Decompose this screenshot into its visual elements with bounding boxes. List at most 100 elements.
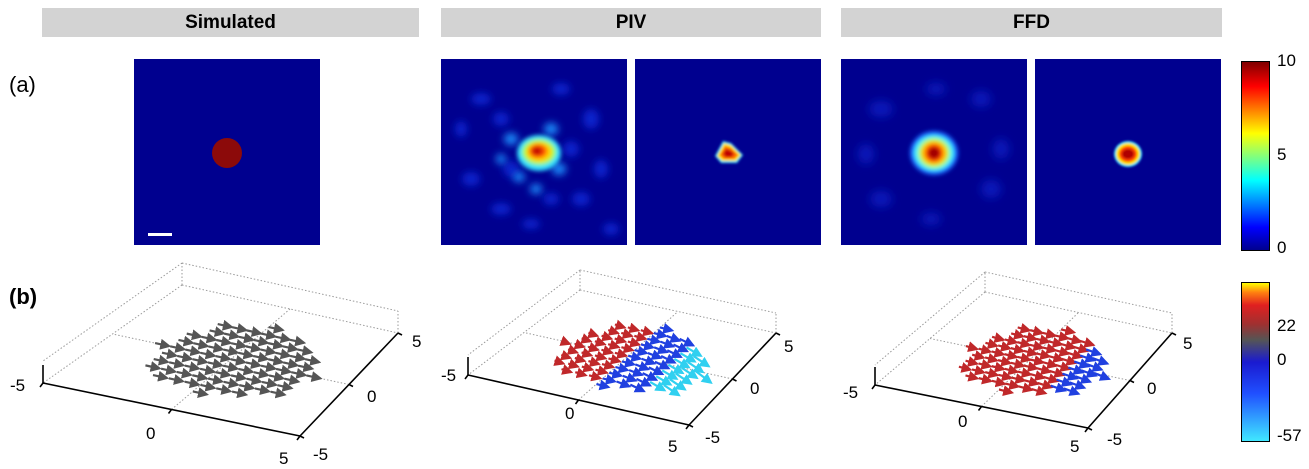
image-ffd-raw — [841, 59, 1027, 245]
vector-arrow — [595, 365, 609, 376]
vector-arrow — [997, 355, 1013, 367]
vector-arrow — [560, 349, 573, 361]
vector-arrow — [200, 348, 217, 360]
vector-arrow — [1042, 343, 1058, 354]
vector-arrow — [284, 374, 301, 386]
vector-arrow — [1035, 349, 1052, 360]
vector-arrow — [628, 366, 644, 377]
vector-arrow — [653, 343, 669, 355]
vector-arrow — [574, 353, 587, 364]
vector-arrow — [145, 361, 162, 372]
vector-arrow — [965, 356, 980, 367]
colorbar-b-min: -57 — [1277, 426, 1302, 445]
vector-arrow — [268, 371, 286, 382]
vector-arrow — [685, 346, 703, 357]
vector-arrow — [222, 361, 240, 373]
vector-arrow — [580, 333, 593, 344]
vector-arrow — [207, 374, 225, 386]
vector-arrow — [199, 364, 217, 376]
vector-arrow — [223, 377, 240, 389]
ffd-x-tick-neg: -5 — [843, 383, 859, 402]
vector-arrow — [192, 371, 209, 382]
vector-arrow — [253, 367, 270, 379]
vector-arrow — [1029, 325, 1045, 337]
vector-arrow — [1016, 352, 1032, 364]
vector-arrow — [1010, 328, 1026, 340]
vector-arrow — [998, 370, 1013, 382]
vector-arrow — [1055, 361, 1072, 372]
vector-arrow — [602, 373, 617, 385]
vector-arrow — [634, 360, 651, 372]
vector-arrow — [648, 365, 665, 376]
vector-arrow — [660, 338, 676, 349]
vector-arrow — [1029, 355, 1046, 366]
vector-arrow — [647, 334, 662, 345]
vector-arrow — [601, 359, 616, 371]
vector-arrow — [655, 375, 673, 386]
vector-arrow — [672, 342, 690, 353]
vector-arrow — [1080, 367, 1098, 378]
vector-arrow — [231, 323, 249, 334]
vector-arrow — [215, 384, 233, 395]
ffd-y-tick-neg: -5 — [1107, 430, 1123, 449]
vector-arrow — [245, 342, 263, 353]
vector-arrow — [588, 356, 601, 367]
vector-arrow — [215, 351, 232, 363]
vector-arrow — [290, 351, 307, 363]
colorbar-a-max: 10 — [1277, 51, 1296, 70]
vector-arrow — [647, 349, 663, 360]
vector-arrow — [649, 380, 667, 392]
vector-arrow — [1054, 346, 1071, 357]
vector-arrow — [978, 373, 994, 385]
header-piv: PIV — [441, 8, 821, 37]
vector-arrow — [176, 367, 193, 379]
vector-arrow — [193, 338, 210, 350]
vector-arrow — [1010, 343, 1026, 355]
vector-arrow — [1017, 322, 1032, 334]
vector-arrow — [614, 333, 628, 345]
vector-arrow — [666, 332, 682, 343]
vector-arrow — [1056, 376, 1073, 387]
vector-arrow — [998, 385, 1015, 396]
quiver-ffd — [871, 271, 1177, 433]
vector-arrow — [207, 358, 225, 369]
vector-arrow — [1023, 361, 1039, 372]
vector-arrow — [627, 322, 641, 334]
vector-arrow — [588, 370, 603, 382]
vector-arrow — [1023, 346, 1039, 358]
sim-y-tick-zero: 0 — [367, 387, 377, 406]
sim-x-tick-zero: 0 — [146, 424, 156, 443]
vector-arrow — [152, 370, 170, 382]
vector-arrow — [268, 355, 285, 366]
vector-arrow — [270, 387, 287, 399]
vector-arrow — [216, 335, 233, 347]
vector-arrow — [991, 361, 1006, 373]
vector-arrow — [1035, 334, 1051, 346]
vector-arrow — [1068, 364, 1085, 375]
vector-arrow — [694, 369, 713, 384]
vector-arrow — [192, 387, 209, 398]
vector-arrow — [679, 336, 696, 347]
colorbar-a — [1241, 61, 1270, 251]
vector-arrow — [238, 332, 256, 344]
vector-arrow — [608, 353, 622, 365]
ffd-y-tick-pos: 5 — [1183, 334, 1193, 353]
vector-arrow — [587, 341, 600, 353]
vector-arrow — [1004, 379, 1021, 390]
vector-arrow — [634, 345, 649, 357]
vector-arrow — [201, 332, 218, 344]
vector-arrow — [1060, 325, 1077, 336]
panel-label-a: (a) — [9, 72, 36, 97]
vector-arrow — [177, 351, 194, 363]
vector-arrow — [640, 339, 656, 351]
vector-arrow — [559, 335, 572, 346]
vector-arrow — [275, 364, 293, 376]
vector-arrow — [675, 372, 693, 385]
vector-arrow — [614, 348, 629, 359]
vector-arrow — [224, 329, 241, 341]
vector-arrow — [574, 367, 588, 379]
vector-arrow — [660, 353, 677, 364]
sim-x-tick-neg: -5 — [10, 376, 26, 395]
vector-arrow — [669, 378, 687, 391]
